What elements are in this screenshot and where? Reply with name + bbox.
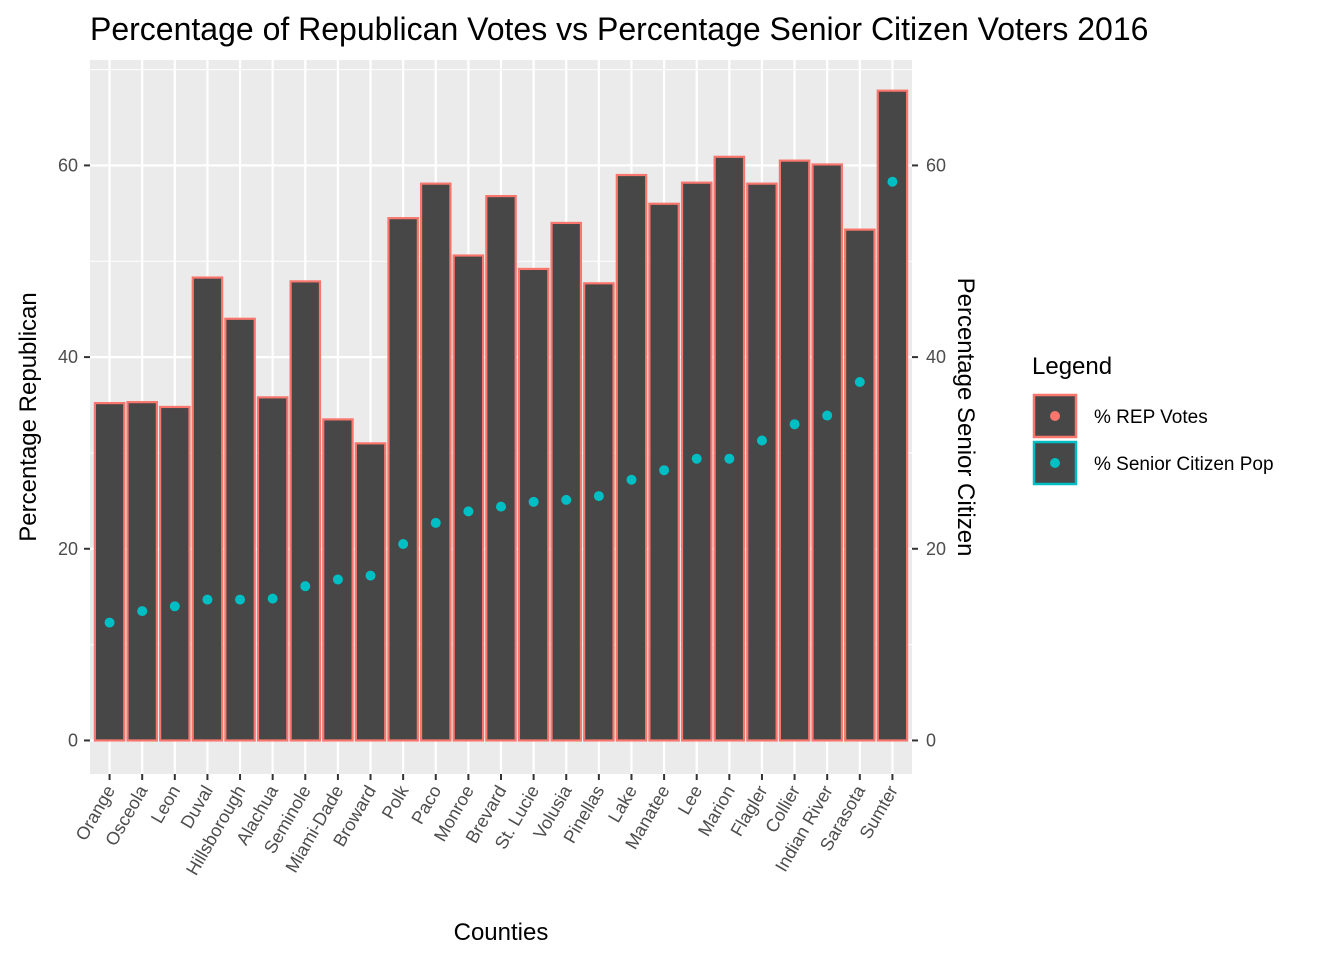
bar-brevard [485,194,517,742]
point-marion [724,453,735,464]
bar-broward [354,442,387,742]
legend-title: Legend [1032,353,1112,380]
y-axis-title: Percentage Republican [15,292,42,542]
bar-duval [191,276,224,742]
point-sumter [887,176,898,187]
left-axis: 0 20 40 60 [58,155,90,750]
bar-alachua [256,396,289,742]
y2-tick-label: 40 [926,347,946,367]
x-tick-label-lee: Lee [674,782,706,818]
point-duval [202,594,213,605]
point-sarasota [854,377,865,388]
bar-seminole [289,280,322,742]
bar-pinellas [583,282,615,742]
bar-sarasota [844,228,876,742]
y-tick-label: 60 [58,155,78,175]
point-pinellas [593,491,604,502]
y-tick-label: 40 [58,347,78,367]
point-volusia [561,494,572,505]
bar-polk [387,217,419,742]
y-tick-label: 0 [68,730,78,750]
point-seminole [300,581,311,592]
bar-collier [778,159,811,742]
point-leon [169,601,180,612]
point-collier [789,419,800,430]
chart-title: Percentage of Republican Votes vs Percen… [90,11,1148,47]
x-axis-title: Counties [454,919,549,946]
bar-manatee [648,202,680,742]
point-indian-river [822,410,833,421]
bar-orange [93,402,126,742]
legend-key-senior-pop-dot [1050,458,1060,468]
point-osceola [137,606,148,617]
right-axis: 0 20 40 60 [912,155,946,750]
bar-marion [713,155,746,742]
y2-tick-label: 60 [926,155,946,175]
bar-hillsborough [224,317,256,742]
legend-label-rep-votes: % REP Votes [1094,407,1208,428]
legend: Legend % REP Votes % Senior Citizen Pop [1032,353,1274,486]
point-lake [626,474,637,485]
point-st-lucie [528,496,539,507]
y2-tick-label: 20 [926,539,946,559]
bar-series [93,89,909,742]
point-miami-dade [332,574,343,585]
point-broward [365,570,376,581]
y2-tick-label: 0 [926,730,936,750]
point-series [104,176,898,628]
bar-paco [419,182,452,742]
bar-lake [615,173,648,742]
point-orange [104,617,115,628]
bar-monroe [452,254,485,742]
secondary-y-axis-title: Percentage Senior Citizen [952,278,979,557]
point-alachua [267,593,278,604]
point-paco [430,517,441,528]
bar-flagler [746,182,778,742]
bar-leon [159,405,191,742]
point-manatee [659,465,670,476]
point-hillsborough [235,594,246,605]
point-flagler [756,435,767,446]
bar-osceola [126,401,158,742]
y-tick-label: 20 [58,539,78,559]
legend-label-senior-pop: % Senior Citizen Pop [1094,454,1274,475]
bar-volusia [550,221,583,742]
x-axis: OrangeOsceolaLeonDuvalHillsboroughAlachu… [72,774,902,879]
bar-indian-river [811,163,843,742]
point-brevard [496,501,506,512]
legend-key-rep-votes-dot [1050,411,1060,421]
bar-sumter [876,89,909,742]
point-polk [398,538,409,549]
point-lee [691,453,702,464]
point-monroe [463,506,474,517]
bar-st-lucie [517,267,550,742]
